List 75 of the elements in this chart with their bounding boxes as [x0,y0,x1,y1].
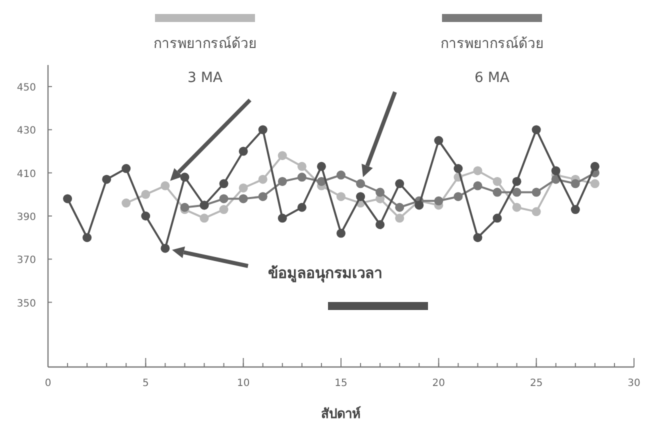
point [570,179,580,188]
point [63,194,72,204]
point [532,125,541,134]
x-tick-label: 10 [236,378,250,389]
point [278,214,287,223]
y-tick-label: 350 [16,298,36,310]
point [454,192,463,202]
x-axis-title: สัปดาห์ [321,406,361,422]
point [376,188,385,197]
point [376,220,385,230]
y-tick-label: 390 [16,212,36,223]
point [414,200,424,210]
point [258,125,268,134]
point [336,192,346,202]
point [141,212,150,220]
point [102,174,112,184]
point [551,166,560,176]
point [278,176,287,186]
point [590,162,600,171]
point [200,214,209,223]
point [532,188,541,197]
point [434,196,444,206]
point [512,176,522,186]
point [160,244,170,253]
x-tick-label: 0 [44,378,52,389]
point [297,202,306,212]
point [219,179,228,188]
point [160,181,170,190]
point [297,172,306,182]
y-tick-label: 410 [16,168,36,180]
point [356,192,366,202]
y-tick-label: 450 [16,82,36,94]
x-tick-label: 20 [432,378,446,389]
point [395,202,404,212]
point [258,174,268,184]
point [512,202,522,212]
point [336,170,346,180]
point [141,190,150,199]
point [492,176,502,186]
x-tick-label: 25 [530,378,543,389]
point [122,198,131,208]
x-tick-label: 30 [628,378,640,389]
point [492,188,502,197]
point [219,194,228,204]
point [590,179,600,188]
point [532,207,541,216]
point [473,181,482,190]
point [258,192,268,202]
point [512,188,522,197]
point [297,162,306,171]
point [122,164,131,174]
point [238,146,248,156]
point [238,183,248,192]
point [395,179,404,188]
point [473,166,482,176]
point [492,214,502,223]
y-tick-label: 430 [16,126,36,137]
point [316,176,326,186]
x-tick-label: 5 [142,378,149,389]
point [316,162,326,171]
y-tick-label: 370 [16,255,36,266]
point [454,164,463,174]
point [278,151,287,160]
point [180,172,190,182]
x-tick-label: 15 [334,378,348,389]
point [180,202,190,212]
point [219,205,228,214]
point [356,179,366,188]
point [82,233,92,242]
point [434,136,444,145]
point [336,228,346,238]
point [395,214,404,223]
point [238,194,248,204]
point [473,233,482,242]
point [570,205,580,214]
